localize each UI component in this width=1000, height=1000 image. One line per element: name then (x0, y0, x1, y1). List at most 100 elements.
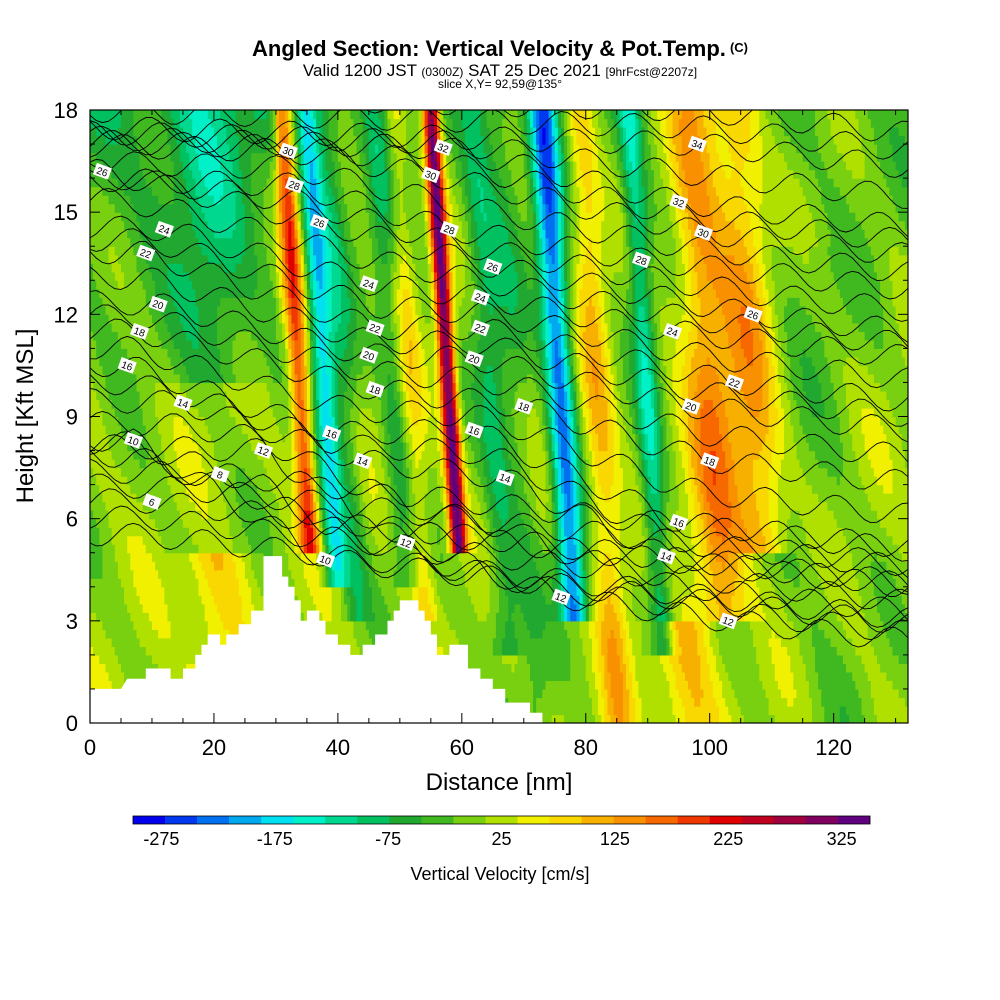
velocity-cell (220, 365, 224, 375)
velocity-cell (285, 118, 289, 128)
velocity-cell (136, 339, 141, 349)
velocity-cell (291, 203, 296, 213)
velocity-cell (217, 518, 221, 528)
velocity-cell (136, 663, 141, 673)
velocity-cell (220, 127, 224, 137)
velocity-cell (248, 348, 252, 358)
velocity-cell (226, 178, 231, 188)
velocity-cell (195, 356, 200, 367)
velocity-cell (297, 288, 302, 298)
velocity-cell (158, 271, 162, 281)
velocity-cell (220, 237, 224, 247)
velocity-cell (127, 237, 131, 247)
velocity-cell (248, 569, 252, 579)
velocity-cell (195, 390, 200, 401)
velocity-cell (161, 484, 165, 494)
velocity-cell (90, 671, 94, 682)
velocity-cell (117, 476, 122, 486)
velocity-cell (108, 595, 113, 605)
velocity-cell (198, 161, 203, 171)
velocity-cell (151, 484, 156, 494)
velocity-cell (139, 390, 144, 401)
velocity-cell (300, 195, 305, 205)
velocity-cell (186, 322, 190, 332)
velocity-cell (210, 578, 215, 588)
velocity-cell (173, 442, 178, 452)
velocity-cell (226, 544, 231, 554)
velocity-cell (139, 348, 144, 358)
velocity-cell (207, 322, 212, 332)
velocity-cell (130, 544, 134, 554)
velocity-cell (257, 161, 262, 171)
velocity-cell (263, 510, 268, 520)
velocity-cell (263, 544, 268, 554)
velocity-cell (170, 501, 175, 511)
velocity-cell (260, 331, 265, 341)
velocity-cell (235, 220, 240, 230)
velocity-cell (248, 450, 252, 460)
velocity-cell (164, 442, 169, 452)
velocity-cell (102, 271, 107, 281)
velocity-cell (244, 110, 249, 120)
velocity-cell (189, 476, 193, 486)
velocity-cell (164, 595, 169, 605)
velocity-cell (114, 237, 119, 247)
velocity-cell (201, 450, 206, 460)
velocity-cell (136, 561, 141, 571)
velocity-cell (232, 595, 237, 605)
velocity-cell (161, 365, 165, 375)
velocity-cell (282, 561, 286, 571)
velocity-cell (186, 297, 190, 307)
velocity-cell (120, 331, 125, 341)
velocity-cell (158, 586, 162, 596)
velocity-cell (195, 578, 200, 588)
velocity-cell (182, 161, 187, 171)
velocity-cell (220, 390, 224, 401)
velocity-cell (251, 203, 255, 213)
velocity-cell (198, 382, 203, 392)
velocity-cell (117, 578, 122, 588)
velocity-cell (241, 425, 246, 435)
velocity-cell (176, 442, 181, 452)
velocity-cell (226, 382, 231, 392)
velocity-cell (96, 586, 100, 596)
velocity-cell (90, 578, 94, 588)
velocity-cell (161, 612, 165, 622)
velocity-cell (251, 195, 255, 205)
velocity-cell (244, 407, 249, 418)
velocity-cell (291, 399, 296, 409)
velocity-cell (254, 263, 258, 273)
velocity-cell (105, 612, 110, 622)
velocity-cell (151, 646, 156, 656)
velocity-cell (93, 152, 97, 162)
velocity-cell (117, 646, 122, 656)
velocity-cell (90, 654, 94, 665)
velocity-cell (189, 322, 193, 332)
velocity-cell (232, 161, 237, 171)
velocity-cell (164, 646, 169, 656)
velocity-cell (127, 382, 131, 392)
velocity-cell (102, 433, 107, 443)
velocity-cell (151, 476, 156, 486)
velocity-cell (300, 288, 305, 298)
velocity-cell (297, 314, 302, 324)
velocity-cell (99, 135, 103, 145)
velocity-cell (136, 195, 141, 205)
velocity-cell (269, 263, 274, 273)
velocity-cell (232, 518, 237, 528)
velocity-cell (108, 586, 113, 596)
velocity-cell (217, 561, 221, 571)
velocity-cell (161, 178, 165, 188)
velocity-cell (114, 586, 119, 596)
velocity-cell (217, 127, 221, 137)
velocity-cell (124, 552, 128, 562)
velocity-cell (297, 229, 302, 239)
velocity-cell (260, 271, 265, 281)
velocity-cell (139, 620, 144, 630)
velocity-cell (192, 280, 196, 290)
velocity-cell (285, 425, 289, 435)
velocity-cell (288, 135, 293, 145)
velocity-cell (201, 110, 206, 120)
velocity-cell (232, 348, 237, 358)
velocity-cell (186, 663, 190, 673)
